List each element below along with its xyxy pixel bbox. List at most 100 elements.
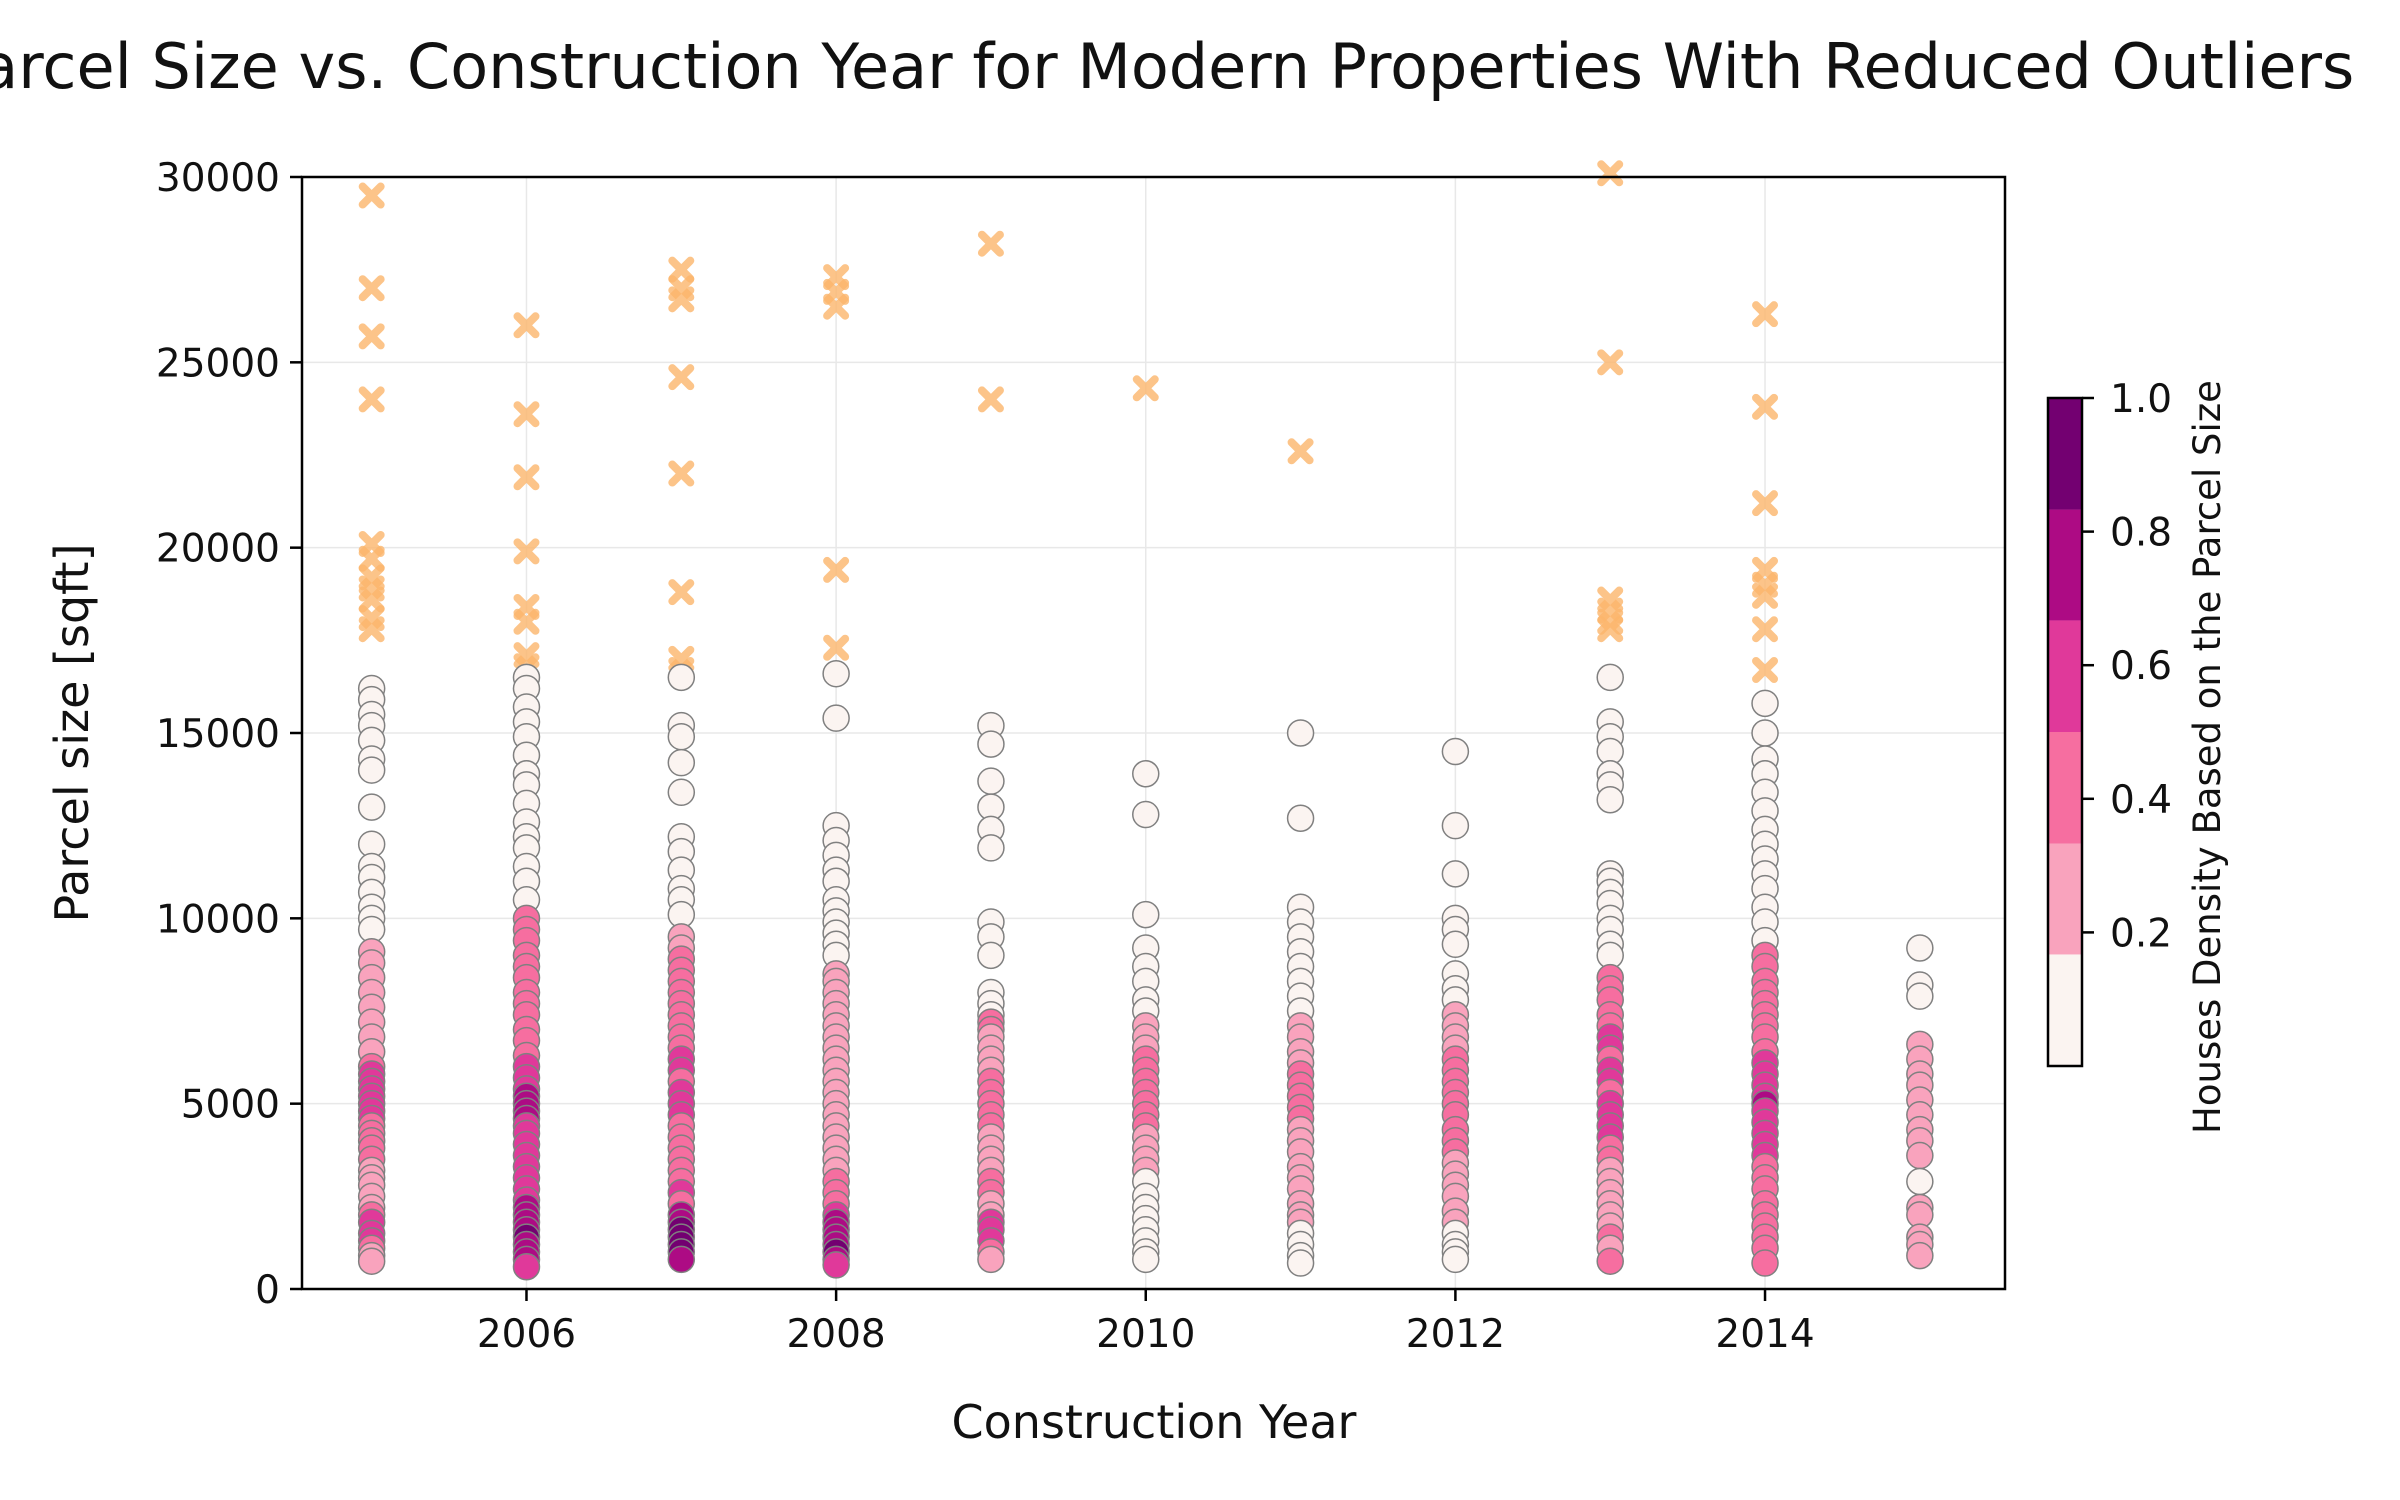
data-point bbox=[1906, 1241, 1934, 1270]
data-point bbox=[1286, 719, 1315, 747]
outlier-point bbox=[358, 275, 385, 302]
data-point bbox=[1286, 1249, 1315, 1277]
outlier-point bbox=[977, 386, 1004, 413]
data-point bbox=[1751, 689, 1779, 718]
outlier-point bbox=[513, 608, 540, 635]
y-tick-label: 0 bbox=[255, 1268, 280, 1313]
data-point bbox=[1441, 930, 1470, 959]
outlier-point bbox=[668, 286, 695, 313]
data-point bbox=[1751, 1249, 1779, 1277]
outlier-point bbox=[1132, 375, 1159, 402]
x-tick-label: 2012 bbox=[1406, 1312, 1505, 1357]
outlier-point bbox=[1752, 393, 1779, 420]
colorbar-tick-label: 0.2 bbox=[2110, 911, 2172, 956]
data-point bbox=[1132, 760, 1160, 788]
colorbar-band bbox=[2048, 843, 2082, 955]
outlier-point bbox=[358, 323, 385, 350]
data-point bbox=[1286, 804, 1315, 833]
data-point bbox=[1751, 719, 1779, 747]
data-point bbox=[1596, 1247, 1624, 1275]
data-point bbox=[822, 704, 850, 732]
outlier-point bbox=[668, 364, 695, 391]
outlier-point bbox=[823, 293, 850, 320]
data-point bbox=[822, 1251, 850, 1279]
data-point bbox=[1132, 1245, 1160, 1274]
data-point bbox=[667, 1245, 696, 1274]
y-tick-label: 20000 bbox=[156, 527, 280, 572]
outlier-point bbox=[1752, 301, 1779, 328]
x-axis-label: Construction Year bbox=[952, 1395, 1357, 1449]
data-point bbox=[667, 778, 696, 807]
data-point bbox=[667, 663, 696, 692]
x-tick-label: 2006 bbox=[477, 1312, 576, 1357]
outlier-point bbox=[358, 586, 385, 613]
data-point bbox=[357, 1247, 386, 1275]
y-tick-label: 25000 bbox=[156, 341, 280, 386]
outlier-point bbox=[358, 182, 385, 209]
data-point bbox=[977, 730, 1005, 758]
data-point bbox=[1441, 860, 1470, 888]
outlier-point bbox=[668, 256, 695, 283]
data-point bbox=[1441, 737, 1470, 766]
y-tick-label: 30000 bbox=[156, 156, 280, 201]
colorbar-tick-label: 0.8 bbox=[2110, 511, 2172, 556]
data-point bbox=[1906, 982, 1934, 1010]
outlier-points bbox=[358, 160, 1779, 683]
colorbar-tick-label: 0.6 bbox=[2110, 644, 2172, 689]
colorbar-tick-label: 1.0 bbox=[2110, 377, 2172, 422]
y-tick-label: 5000 bbox=[181, 1083, 280, 1128]
chart-title: Parcel Size vs. Construction Year for Mo… bbox=[0, 30, 2354, 103]
y-axis-label: Parcel size [sqft] bbox=[45, 543, 99, 922]
colorbar-band bbox=[2048, 620, 2082, 732]
colorbar-label: Houses Density Based on the Parcel Size bbox=[2186, 380, 2229, 1134]
x-tick-label: 2008 bbox=[786, 1312, 885, 1357]
data-point bbox=[667, 722, 696, 751]
data-point bbox=[512, 1253, 541, 1281]
data-point bbox=[1441, 811, 1470, 840]
axes: 2006 2008 2010 2012 2014 0 5000 10000 15000 20000… bbox=[156, 156, 1815, 1357]
colorbar-band bbox=[2048, 732, 2082, 844]
outlier-point bbox=[513, 401, 540, 428]
data-point bbox=[1596, 785, 1624, 814]
data-point bbox=[977, 767, 1005, 795]
outlier-point bbox=[977, 230, 1004, 257]
data-point bbox=[1132, 900, 1160, 929]
outlier-point bbox=[823, 634, 850, 661]
data-point bbox=[822, 659, 850, 688]
colorbar-band bbox=[2048, 954, 2082, 1066]
outlier-point bbox=[668, 460, 695, 487]
outlier-point bbox=[668, 579, 695, 606]
data-point bbox=[357, 793, 386, 821]
outlier-point bbox=[1752, 490, 1779, 517]
data-point bbox=[977, 941, 1005, 970]
colorbar-tick-label: 0.4 bbox=[2110, 778, 2172, 823]
outlier-point bbox=[1287, 438, 1314, 465]
data-point bbox=[1906, 1141, 1934, 1170]
data-point bbox=[667, 748, 696, 777]
y-tick-label: 10000 bbox=[156, 897, 280, 942]
outlier-point bbox=[1752, 616, 1779, 643]
data-point bbox=[977, 834, 1005, 862]
data-point bbox=[1596, 663, 1624, 692]
outlier-point bbox=[513, 538, 540, 565]
outlier-point bbox=[1752, 582, 1779, 609]
outlier-point bbox=[823, 556, 850, 583]
outlier-point bbox=[1597, 349, 1624, 376]
data-points bbox=[357, 659, 1934, 1281]
outlier-point bbox=[1597, 616, 1624, 643]
outlier-point bbox=[358, 545, 385, 572]
data-point bbox=[1906, 934, 1934, 962]
x-tick-label: 2014 bbox=[1715, 1312, 1814, 1357]
y-tick-label: 15000 bbox=[156, 712, 280, 757]
colorbar-band bbox=[2048, 509, 2082, 621]
data-point bbox=[357, 756, 386, 784]
data-point bbox=[1132, 800, 1160, 829]
colorbar-frame bbox=[2046, 396, 2084, 1068]
outlier-point bbox=[1752, 656, 1779, 683]
outlier-point bbox=[513, 312, 540, 339]
outlier-point bbox=[358, 616, 385, 643]
outlier-point bbox=[1597, 160, 1624, 187]
data-point bbox=[1906, 1167, 1934, 1196]
outlier-point bbox=[358, 386, 385, 413]
